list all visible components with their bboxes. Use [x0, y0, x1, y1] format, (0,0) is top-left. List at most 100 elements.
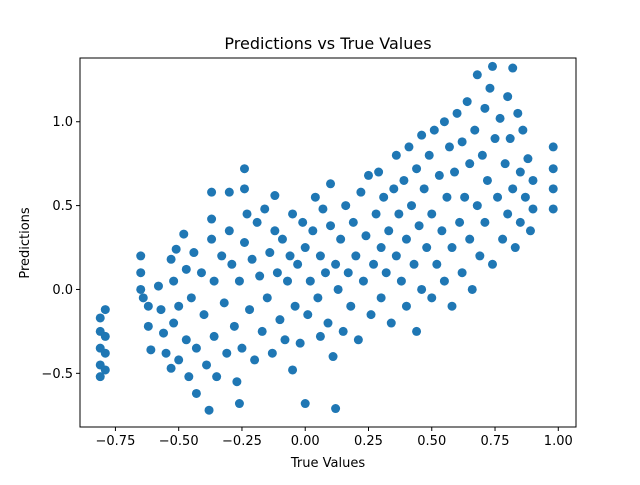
data-point — [227, 259, 237, 269]
data-point — [472, 201, 482, 211]
data-point — [191, 343, 201, 353]
data-point — [465, 159, 475, 169]
data-point — [159, 328, 169, 338]
data-point — [186, 293, 196, 303]
data-point — [376, 293, 386, 303]
data-point — [470, 125, 480, 135]
data-point — [429, 125, 439, 135]
data-point — [528, 175, 538, 185]
data-point — [520, 192, 530, 202]
data-point — [439, 117, 449, 127]
x-tick-label: 0.50 — [417, 434, 446, 449]
data-point — [234, 399, 244, 409]
data-point — [300, 399, 310, 409]
data-point — [234, 276, 244, 286]
data-point — [482, 175, 492, 185]
data-point — [288, 365, 298, 375]
x-tick-label: 0.00 — [291, 434, 320, 449]
data-point — [356, 187, 366, 197]
data-point — [308, 226, 318, 236]
data-point — [315, 331, 325, 341]
data-point — [290, 301, 300, 311]
data-point — [361, 231, 371, 241]
data-point — [169, 318, 179, 328]
data-point — [548, 184, 558, 194]
data-point — [467, 284, 477, 294]
data-point — [508, 184, 518, 194]
data-point — [447, 301, 457, 311]
data-point — [475, 251, 485, 261]
data-point — [366, 310, 376, 320]
data-point — [298, 217, 308, 227]
data-point — [285, 251, 295, 261]
data-point — [515, 217, 525, 227]
data-point — [419, 184, 429, 194]
data-point — [209, 276, 219, 286]
data-point — [508, 63, 518, 73]
data-point — [95, 313, 105, 323]
data-point — [153, 281, 163, 291]
data-point — [417, 130, 427, 140]
data-point — [472, 70, 482, 80]
data-point — [310, 192, 320, 202]
data-point — [320, 268, 330, 278]
data-point — [447, 243, 457, 253]
data-point — [255, 271, 265, 281]
data-point — [257, 326, 267, 336]
data-point — [376, 243, 386, 253]
data-point — [487, 259, 497, 269]
data-point — [277, 234, 287, 244]
data-point — [267, 348, 277, 358]
x-tick-label: −0.75 — [96, 434, 136, 449]
data-point — [204, 405, 214, 415]
data-point — [424, 150, 434, 160]
data-point — [518, 125, 528, 135]
data-point — [313, 293, 323, 303]
data-point — [336, 234, 346, 244]
data-point — [305, 276, 315, 286]
data-point — [444, 142, 454, 152]
y-tick-label: 0.5 — [52, 199, 73, 214]
data-point — [401, 301, 411, 311]
data-point — [331, 259, 341, 269]
data-point — [326, 221, 336, 231]
x-tick-label: 1.00 — [544, 434, 573, 449]
data-point — [548, 164, 558, 174]
data-point — [326, 179, 336, 189]
data-point — [143, 321, 153, 331]
data-point — [399, 175, 409, 185]
data-point — [460, 192, 470, 202]
data-point — [374, 167, 384, 177]
data-point — [196, 268, 206, 278]
data-point — [457, 137, 467, 147]
data-point — [174, 355, 184, 365]
data-point — [490, 134, 500, 144]
data-point — [252, 217, 262, 227]
data-point — [396, 276, 406, 286]
data-point — [434, 170, 444, 180]
data-point — [353, 335, 363, 345]
data-point — [386, 318, 396, 328]
data-point — [138, 293, 148, 303]
x-tick-label: 0.75 — [481, 434, 510, 449]
data-point — [300, 243, 310, 253]
data-point — [161, 348, 171, 358]
data-point — [219, 298, 229, 308]
data-point — [207, 214, 217, 224]
data-point — [548, 204, 558, 214]
data-point — [391, 150, 401, 160]
data-point — [369, 259, 379, 269]
data-point — [331, 404, 341, 414]
data-point — [229, 321, 239, 331]
data-point — [348, 217, 358, 227]
data-point — [212, 372, 222, 382]
data-point — [171, 244, 181, 254]
data-point — [179, 229, 189, 239]
data-point — [422, 243, 432, 253]
data-point — [450, 167, 460, 177]
data-point — [100, 331, 110, 341]
data-point — [169, 276, 179, 286]
data-point — [455, 217, 465, 227]
data-point — [351, 251, 361, 261]
